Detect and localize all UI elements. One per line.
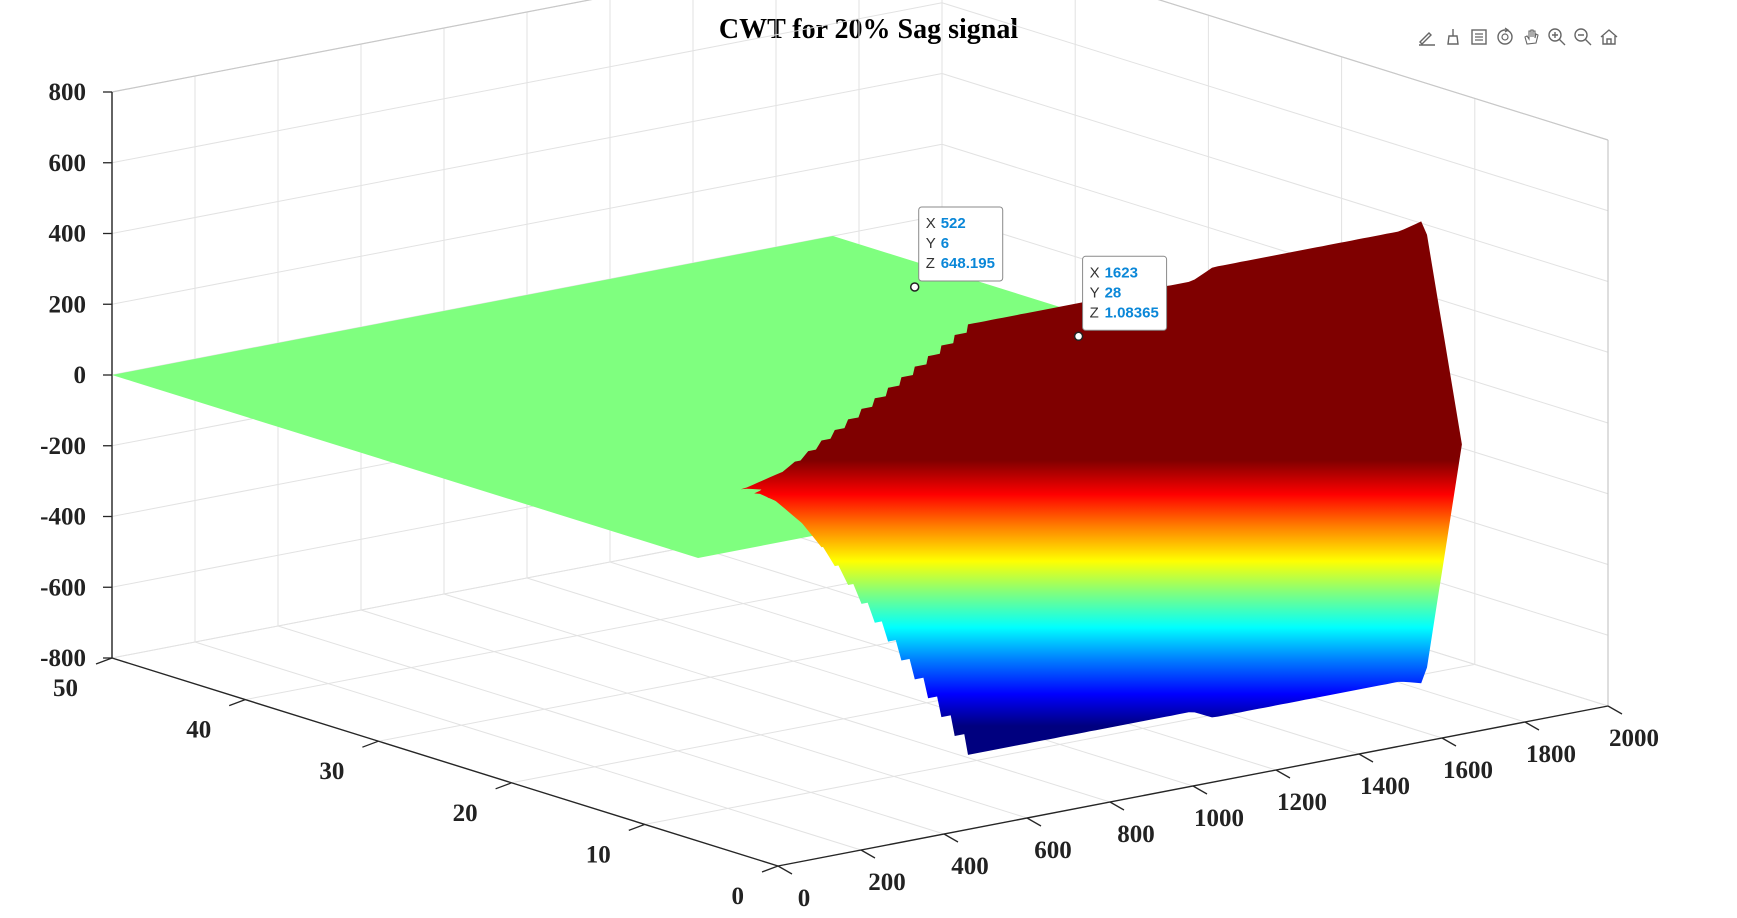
brush-icon[interactable] [1442, 26, 1464, 48]
legend-icon[interactable] [1468, 26, 1490, 48]
datatip: X 522 Y 6Z 648.195 [909, 206, 1004, 292]
backwall-gridline-z [111, 143, 943, 305]
x-tick-mark [943, 833, 959, 843]
datatip-key: Y [1090, 284, 1100, 301]
y-tick-label: 10 [586, 841, 611, 868]
backwall-gridline-z [111, 73, 943, 234]
y-tick-label: 0 [732, 883, 745, 910]
zoom-out-icon[interactable] [1572, 26, 1594, 48]
datatip-key: X [1090, 264, 1100, 281]
sidewall-gridline-z [941, 143, 1609, 353]
sidewall-gridline-z [1158, 0, 1609, 141]
rotate-icon[interactable] [1494, 26, 1516, 48]
y-tick-mark [95, 657, 113, 665]
y-tick-label: 50 [53, 675, 78, 702]
floor-gridline-x [277, 625, 945, 835]
datatip: X 1623 Y 28 Z 1.08365 [1073, 255, 1168, 342]
chart-title: CWT for 20% Sag signal [718, 14, 1019, 45]
x-tick-mark [1441, 737, 1457, 747]
z-tick-label: 200 [49, 291, 87, 318]
datatip-value: 1623 [1105, 264, 1138, 281]
surface-strip [764, 221, 1486, 755]
datatip-value: 28 [1105, 284, 1122, 301]
home-icon[interactable] [1598, 26, 1620, 48]
surface-plot [112, 221, 1486, 755]
z-tick-label: -200 [40, 433, 86, 460]
datatip-key: Z [926, 255, 935, 272]
y-tick-mark [362, 740, 379, 748]
z-tick-label: -400 [40, 504, 86, 531]
x-tick-mark [1109, 801, 1125, 811]
z-tick-label: 0 [74, 362, 87, 389]
x-tick-mark [1358, 753, 1374, 763]
x-tick-label: 800 [1117, 821, 1155, 848]
x-tick-mark [1026, 817, 1042, 827]
datatip-value: 6 [941, 235, 949, 252]
x-tick-mark [1275, 769, 1291, 779]
box-top-edge [111, 0, 1609, 141]
datatip-value: 648.195 [941, 255, 995, 272]
floor-gridline-x [360, 609, 1028, 819]
x-tick-label: 200 [868, 869, 906, 896]
x-tick-label: 1000 [1194, 805, 1244, 832]
datatip-box [1082, 255, 1168, 331]
datatip-key: X [926, 215, 936, 232]
y-axis-line [111, 657, 779, 867]
datatip-key: Z [1090, 304, 1099, 321]
pan-icon[interactable] [1520, 26, 1542, 48]
backwall-gridline-z [111, 2, 943, 164]
edit-plot-icon[interactable] [1416, 26, 1438, 48]
datatip-value: 1.08365 [1105, 304, 1159, 321]
x-tick-label: 400 [951, 853, 989, 880]
sidewall-gridline-z [941, 2, 1609, 212]
x-tick-mark [1524, 721, 1540, 731]
x-tick-label: 600 [1034, 837, 1072, 864]
floor-gridline-x [526, 577, 1194, 787]
datatip-marker [1073, 331, 1084, 342]
x-tick-label: 2000 [1609, 725, 1659, 752]
y-tick-label: 30 [319, 758, 344, 785]
x-tick-mark [777, 865, 793, 875]
x-tick-label: 1600 [1443, 757, 1493, 784]
axes-toolbar [1416, 26, 1620, 48]
zoom-in-icon[interactable] [1546, 26, 1568, 48]
x-tick-mark [1607, 705, 1623, 715]
y-tick-mark [228, 698, 246, 707]
sidewall-gridline-z [941, 73, 1609, 282]
x-tick-label: 1200 [1277, 789, 1327, 816]
datatip-box [918, 206, 1004, 282]
x-tick-label: 0 [798, 885, 811, 912]
z-tick-label: -600 [40, 574, 86, 601]
y-tick-label: 20 [453, 800, 478, 827]
floor-gridline-x [194, 641, 862, 851]
z-tick-label: 400 [49, 221, 87, 248]
z-tick-label: -800 [40, 645, 86, 672]
datatip-marker [909, 282, 920, 292]
datatip-key: Y [926, 235, 936, 252]
y-tick-mark [761, 865, 779, 873]
y-tick-mark [495, 782, 512, 790]
datatip-value: 522 [941, 215, 966, 232]
x-tick-label: 1800 [1526, 741, 1576, 768]
axis-ticks: 8006004002000-200-400-600-80002004006008… [40, 79, 1659, 912]
x-tick-mark [860, 849, 876, 859]
floor-gridline-x [443, 593, 1111, 803]
x-tick-mark [1192, 785, 1208, 795]
y-tick-label: 40 [186, 717, 211, 744]
x-tick-label: 1400 [1360, 773, 1410, 800]
y-tick-mark [628, 823, 646, 832]
z-tick-label: 600 [49, 150, 87, 177]
z-tick-label: 800 [49, 79, 87, 106]
